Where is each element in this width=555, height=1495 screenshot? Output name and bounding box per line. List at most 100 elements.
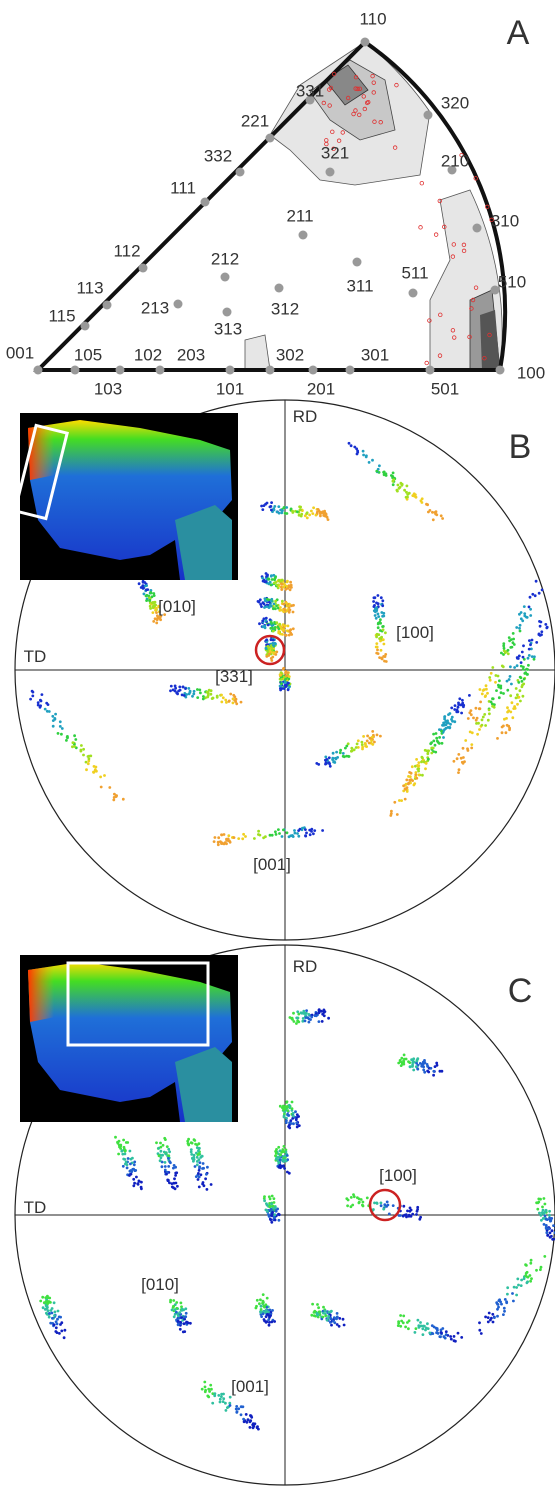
point bbox=[505, 1300, 508, 1303]
point bbox=[260, 1308, 263, 1311]
point bbox=[544, 1215, 547, 1218]
point bbox=[481, 719, 484, 722]
point bbox=[197, 1150, 200, 1153]
point bbox=[286, 671, 289, 674]
point bbox=[115, 794, 118, 797]
point bbox=[522, 695, 525, 698]
point bbox=[540, 630, 543, 633]
point bbox=[506, 680, 509, 683]
point bbox=[89, 755, 92, 758]
point bbox=[255, 1307, 258, 1310]
point bbox=[339, 749, 342, 752]
pole-dot bbox=[156, 366, 165, 375]
point bbox=[453, 1335, 456, 1338]
point bbox=[267, 577, 270, 580]
direction-label: [100] bbox=[396, 623, 434, 642]
point bbox=[287, 1114, 290, 1117]
point bbox=[63, 1336, 66, 1339]
point bbox=[45, 1307, 48, 1310]
point bbox=[375, 642, 378, 645]
point bbox=[92, 771, 95, 774]
point bbox=[202, 1167, 205, 1170]
point bbox=[146, 594, 149, 597]
point bbox=[516, 664, 519, 667]
point bbox=[164, 1161, 167, 1164]
direction-label: 510 bbox=[498, 272, 526, 291]
point bbox=[397, 484, 400, 487]
point bbox=[432, 747, 435, 750]
point bbox=[285, 602, 288, 605]
point bbox=[534, 594, 537, 597]
point bbox=[126, 1167, 129, 1170]
point bbox=[271, 1309, 274, 1312]
point bbox=[173, 1164, 176, 1167]
point bbox=[280, 511, 283, 514]
point bbox=[294, 832, 297, 835]
point bbox=[338, 1317, 341, 1320]
point bbox=[143, 593, 146, 596]
point bbox=[286, 580, 289, 583]
point bbox=[502, 725, 505, 728]
point bbox=[220, 1393, 223, 1396]
point bbox=[506, 711, 509, 714]
point bbox=[543, 1223, 546, 1226]
point bbox=[263, 1320, 266, 1323]
point bbox=[353, 748, 356, 751]
point bbox=[352, 1193, 355, 1196]
point bbox=[284, 634, 287, 637]
point bbox=[103, 774, 106, 777]
point bbox=[508, 639, 511, 642]
point bbox=[479, 688, 482, 691]
point bbox=[431, 511, 434, 514]
point bbox=[258, 622, 261, 625]
pole-dot bbox=[409, 289, 418, 298]
point bbox=[284, 1105, 287, 1108]
axis-label: TD bbox=[24, 647, 47, 666]
point bbox=[397, 1324, 400, 1327]
point bbox=[380, 596, 383, 599]
point bbox=[196, 688, 199, 691]
pole-dot bbox=[221, 273, 230, 282]
point bbox=[427, 758, 430, 761]
point bbox=[273, 1201, 276, 1204]
point bbox=[266, 1210, 269, 1213]
point bbox=[270, 584, 273, 587]
point bbox=[350, 747, 353, 750]
point bbox=[375, 602, 378, 605]
point bbox=[405, 783, 408, 786]
point bbox=[159, 1146, 162, 1149]
point bbox=[296, 1116, 299, 1119]
point bbox=[506, 706, 509, 709]
point bbox=[406, 1210, 409, 1213]
point bbox=[523, 1277, 526, 1280]
point bbox=[224, 699, 227, 702]
point bbox=[273, 1197, 276, 1200]
point bbox=[220, 701, 223, 704]
point bbox=[528, 606, 531, 609]
direction-label: 211 bbox=[286, 206, 313, 225]
point bbox=[375, 652, 378, 655]
point bbox=[379, 618, 382, 621]
point bbox=[270, 657, 273, 660]
point bbox=[282, 603, 285, 606]
point bbox=[190, 1141, 193, 1144]
point bbox=[400, 1057, 403, 1060]
point bbox=[54, 1311, 57, 1314]
point bbox=[50, 1309, 53, 1312]
point bbox=[41, 693, 44, 696]
point bbox=[313, 1310, 316, 1313]
point bbox=[296, 832, 299, 835]
point bbox=[523, 678, 526, 681]
point bbox=[234, 700, 237, 703]
point bbox=[282, 1109, 285, 1112]
point bbox=[484, 695, 487, 698]
point bbox=[411, 765, 414, 768]
point bbox=[487, 719, 490, 722]
point bbox=[529, 1280, 532, 1283]
point bbox=[432, 1070, 435, 1073]
point bbox=[535, 641, 538, 644]
point bbox=[545, 1209, 548, 1212]
point bbox=[361, 746, 364, 749]
point bbox=[502, 642, 505, 645]
point bbox=[151, 602, 154, 605]
